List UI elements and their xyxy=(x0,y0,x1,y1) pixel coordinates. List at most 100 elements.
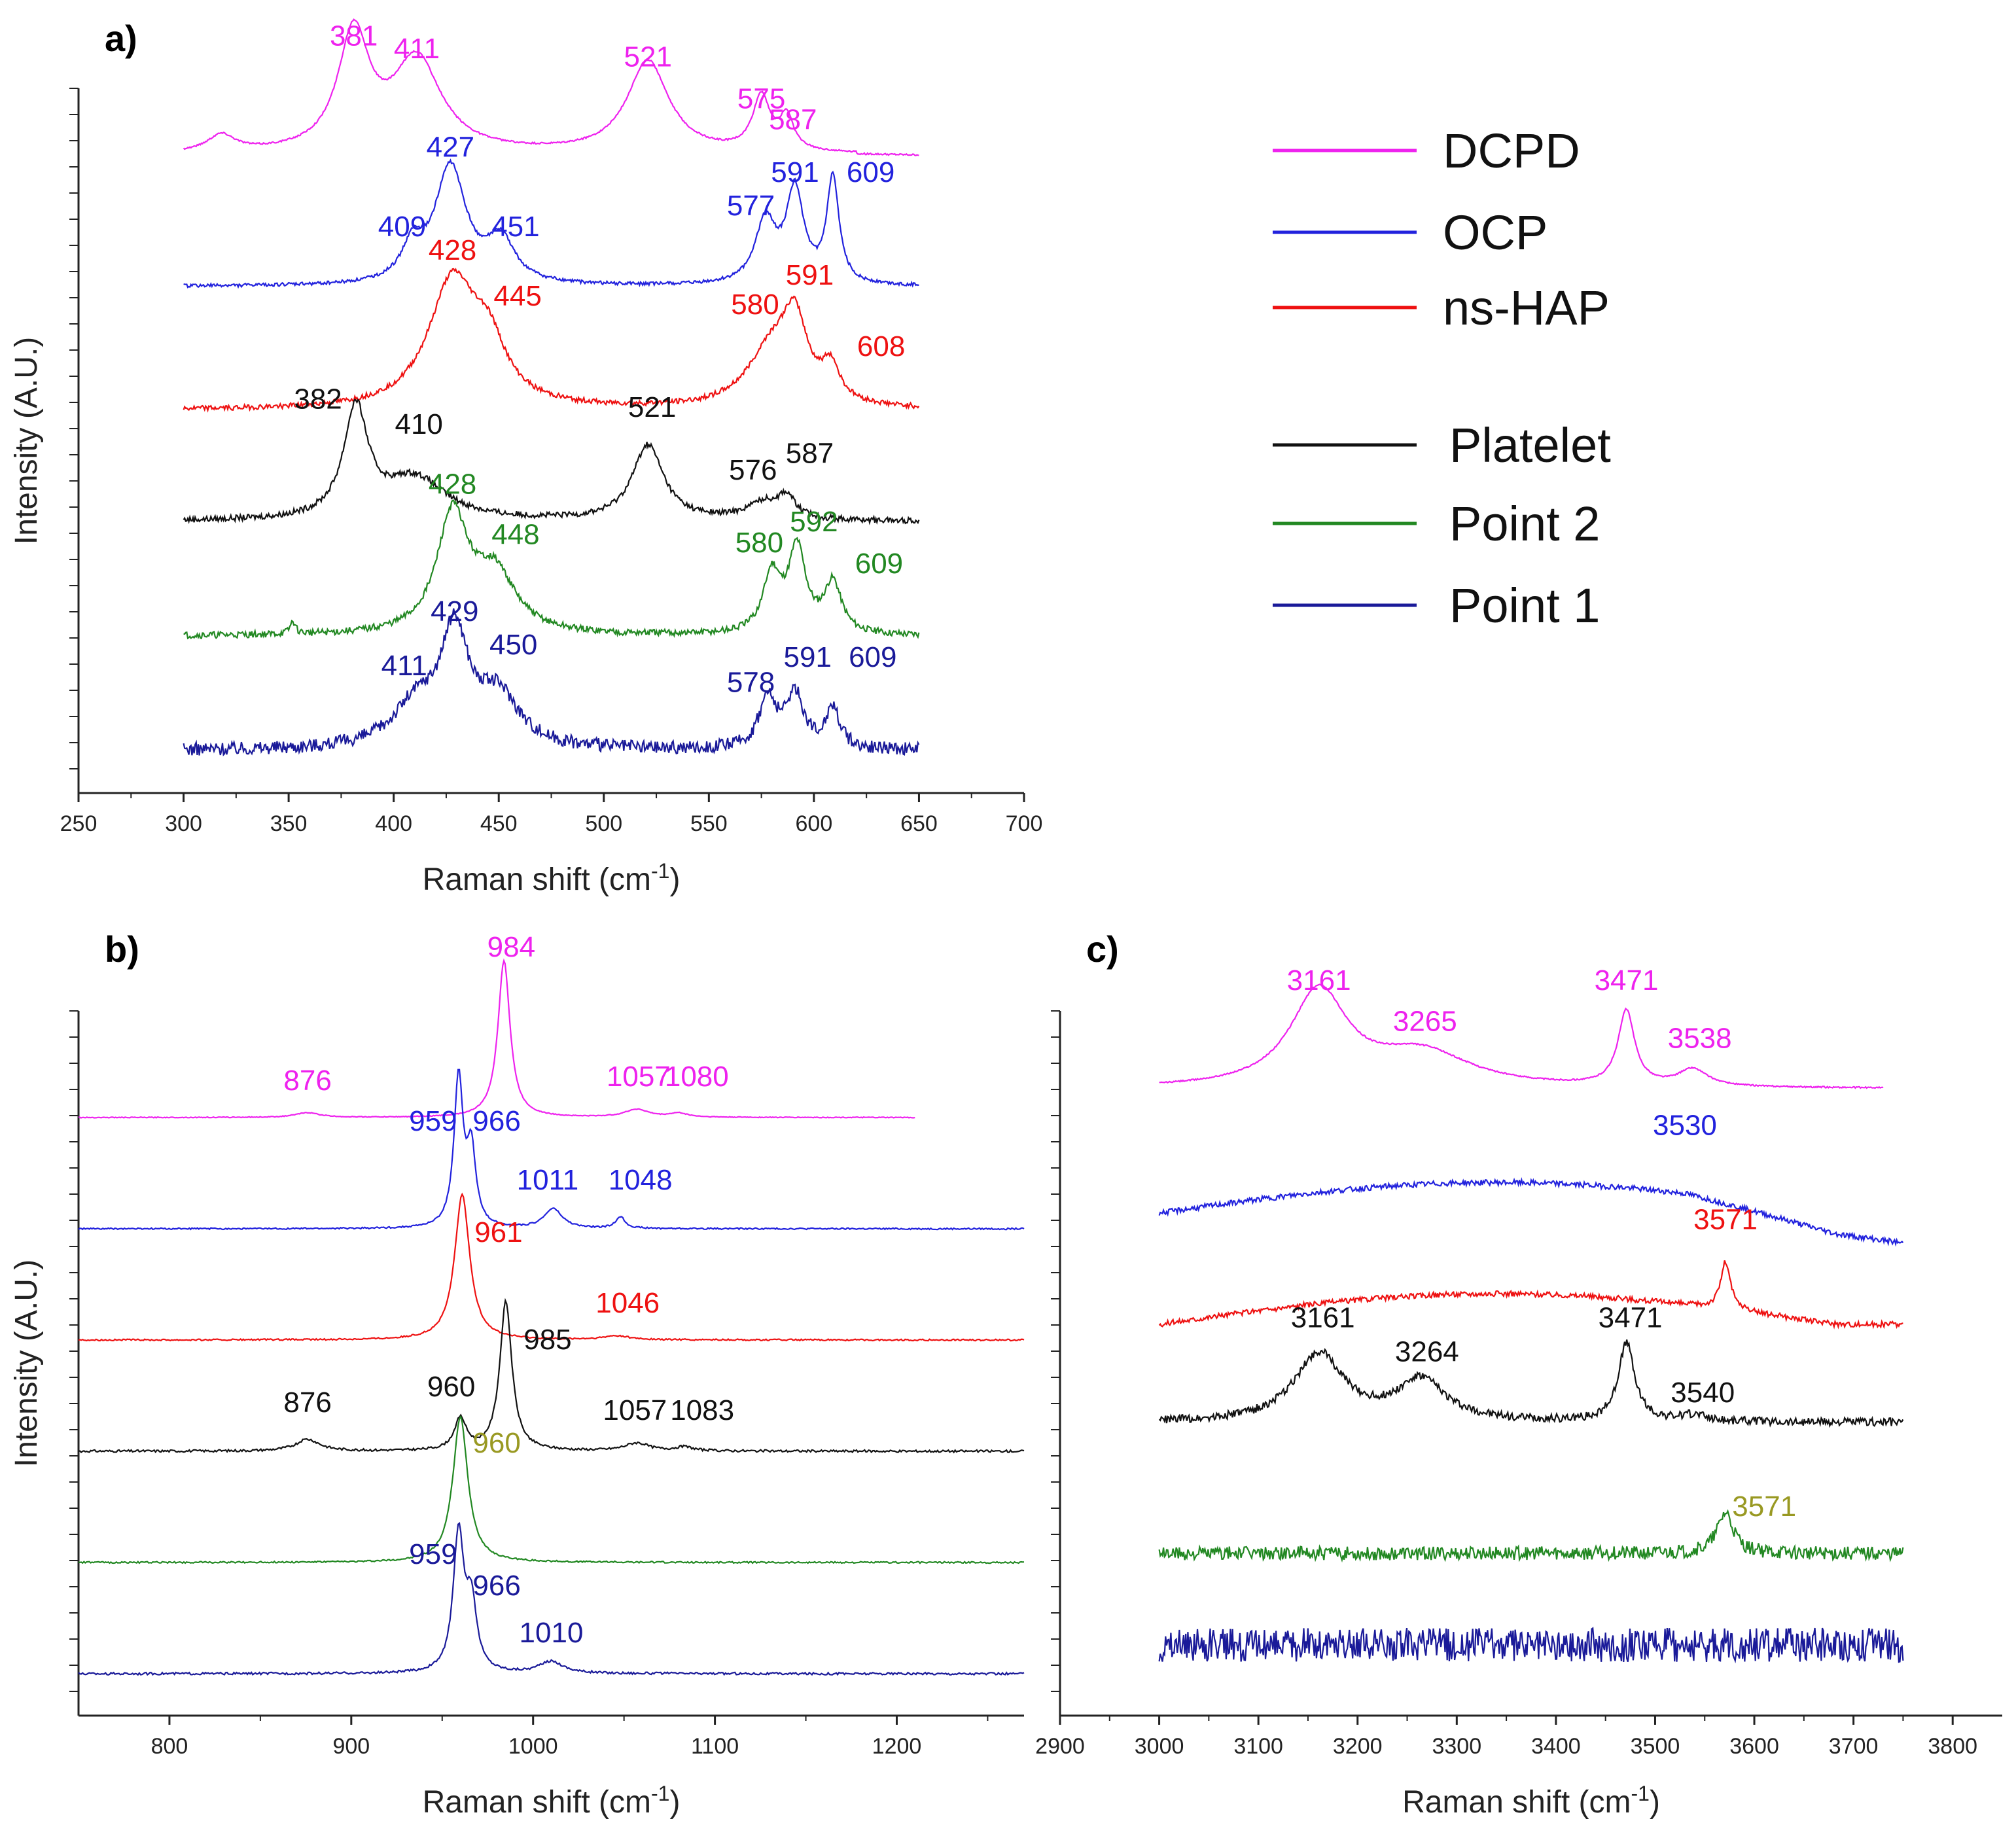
x-tick-label: 350 xyxy=(270,811,308,836)
peak-label: 985 xyxy=(523,1324,571,1356)
peak-label: 445 xyxy=(493,280,541,312)
legend: DCPD OCP ns-HAP Platelet Point 2 Point 1 xyxy=(1273,124,1611,633)
legend-label: Point 2 xyxy=(1449,497,1600,551)
spectrum-ocp xyxy=(1158,1177,1904,1247)
x-tick-label: 1000 xyxy=(508,1734,558,1759)
spectrum-point-2 xyxy=(78,1415,1025,1564)
spectrum-platelet xyxy=(1158,1339,1904,1428)
peak-label: 959 xyxy=(409,1105,457,1137)
x-tick-label: 3500 xyxy=(1631,1734,1680,1759)
peak-label: 429 xyxy=(431,595,478,627)
peak-label: 382 xyxy=(294,383,342,415)
peak-label: 587 xyxy=(786,438,834,470)
spectrum-point-1 xyxy=(78,1521,1025,1676)
x-tick-label: 3200 xyxy=(1333,1734,1383,1759)
peak-label: 427 xyxy=(427,132,474,164)
x-tick-label: 650 xyxy=(900,811,938,836)
peak-label: 448 xyxy=(491,518,539,550)
peak-label: 3571 xyxy=(1732,1491,1796,1523)
peak-label: 608 xyxy=(857,330,905,362)
x-tick-label: 250 xyxy=(60,811,97,836)
x-tick-label: 550 xyxy=(690,811,728,836)
peak-label: 960 xyxy=(472,1427,520,1459)
peak-label: 410 xyxy=(395,408,442,440)
peak-label: 876 xyxy=(283,1065,331,1097)
peak-label: 411 xyxy=(394,33,440,65)
peak-label: 3471 xyxy=(1595,964,1659,997)
spectrum-point-2 xyxy=(1158,1509,1904,1563)
peak-label: 577 xyxy=(727,190,775,222)
spectrum-platelet xyxy=(183,398,920,525)
peak-label: 521 xyxy=(624,41,672,73)
x-axis-label: Raman shift (cm-1) xyxy=(1402,1782,1660,1820)
spectrum-dcpd xyxy=(1159,983,1884,1089)
panel-b: 800 900 1000 1100 1200 Raman shift (cm-1) Inte… xyxy=(9,928,1025,1820)
x-axis-label: Raman shift (cm-1) xyxy=(423,1782,681,1820)
x-tick-label: 1200 xyxy=(872,1734,922,1759)
peak-label: 961 xyxy=(474,1216,522,1248)
peak-label: 609 xyxy=(855,548,903,580)
panel-label: c) xyxy=(1086,928,1119,970)
peak-label: 451 xyxy=(491,211,539,243)
panel-label: a) xyxy=(105,18,137,59)
peak-label: 592 xyxy=(790,506,838,538)
peak-label: 1046 xyxy=(595,1287,660,1319)
peak-label: 3264 xyxy=(1395,1335,1459,1368)
legend-label: ns-HAP xyxy=(1443,281,1610,335)
peak-label: 1057 xyxy=(603,1394,667,1426)
peak-label: 1083 xyxy=(670,1394,734,1426)
peak-label: 3540 xyxy=(1671,1377,1735,1409)
peak-label: 876 xyxy=(283,1386,331,1419)
panel-a: 250 300 350 400 450 500 550 600 650 700 Raman shif… xyxy=(9,18,1042,897)
spectrum-point-1 xyxy=(1158,1627,1904,1664)
x-tick-label: 500 xyxy=(585,811,622,836)
peak-label: 428 xyxy=(429,234,476,266)
peak-label: 591 xyxy=(784,641,832,673)
x-tick-label: 600 xyxy=(796,811,833,836)
y-axis-label: Intensity (A.U.) xyxy=(9,1260,44,1467)
peak-label: 580 xyxy=(735,527,783,559)
peak-label: 381 xyxy=(330,20,378,52)
x-tick-label: 700 xyxy=(1006,811,1043,836)
peak-label: 1048 xyxy=(609,1164,673,1196)
peak-label: 578 xyxy=(727,667,775,699)
x-tick-label: 450 xyxy=(480,811,518,836)
peak-label: 609 xyxy=(849,641,896,673)
legend-label: OCP xyxy=(1443,205,1547,260)
peak-label: 580 xyxy=(731,289,779,321)
peak-label: 521 xyxy=(628,391,676,423)
x-tick-label: 900 xyxy=(332,1734,370,1759)
x-tick-label: 400 xyxy=(375,811,412,836)
peak-label: 591 xyxy=(786,259,834,291)
peak-label: 3265 xyxy=(1393,1006,1457,1038)
peak-label: 1010 xyxy=(520,1617,584,1649)
spectrum-ns-hap xyxy=(78,1192,1025,1342)
peak-label: 3538 xyxy=(1668,1023,1732,1055)
spectrum-point-2 xyxy=(183,499,920,640)
peak-label: 411 xyxy=(381,650,427,682)
peak-label: 3161 xyxy=(1287,964,1351,997)
peak-label: 3530 xyxy=(1653,1109,1717,1141)
x-tick-label: 3100 xyxy=(1233,1734,1283,1759)
x-tick-label: 3300 xyxy=(1432,1734,1481,1759)
peak-label: 966 xyxy=(472,1570,520,1602)
x-tick-label: 3700 xyxy=(1829,1734,1879,1759)
spectrum-ocp xyxy=(78,1068,1025,1231)
peak-label: 409 xyxy=(378,211,426,243)
peak-label: 576 xyxy=(729,454,777,486)
x-tick-label: 3600 xyxy=(1729,1734,1779,1759)
peak-label: 428 xyxy=(429,468,476,501)
peak-label: 609 xyxy=(847,156,894,188)
panel-c: 2900 3000 3100 3200 3300 3400 3500 3600 3700 3800… xyxy=(1035,928,2002,1820)
x-tick-label: 800 xyxy=(151,1734,188,1759)
peak-label: 450 xyxy=(489,629,537,661)
spectrum-ns-hap xyxy=(183,268,920,413)
peak-label: 1057 xyxy=(607,1061,671,1093)
x-tick-label: 3000 xyxy=(1135,1734,1184,1759)
peak-label: 587 xyxy=(769,104,817,136)
legend-label: Platelet xyxy=(1449,418,1611,472)
peak-label: 3161 xyxy=(1291,1301,1355,1333)
peak-label: 984 xyxy=(487,931,535,963)
x-tick-label: 3400 xyxy=(1531,1734,1581,1759)
spectrum-ocp xyxy=(183,158,919,289)
